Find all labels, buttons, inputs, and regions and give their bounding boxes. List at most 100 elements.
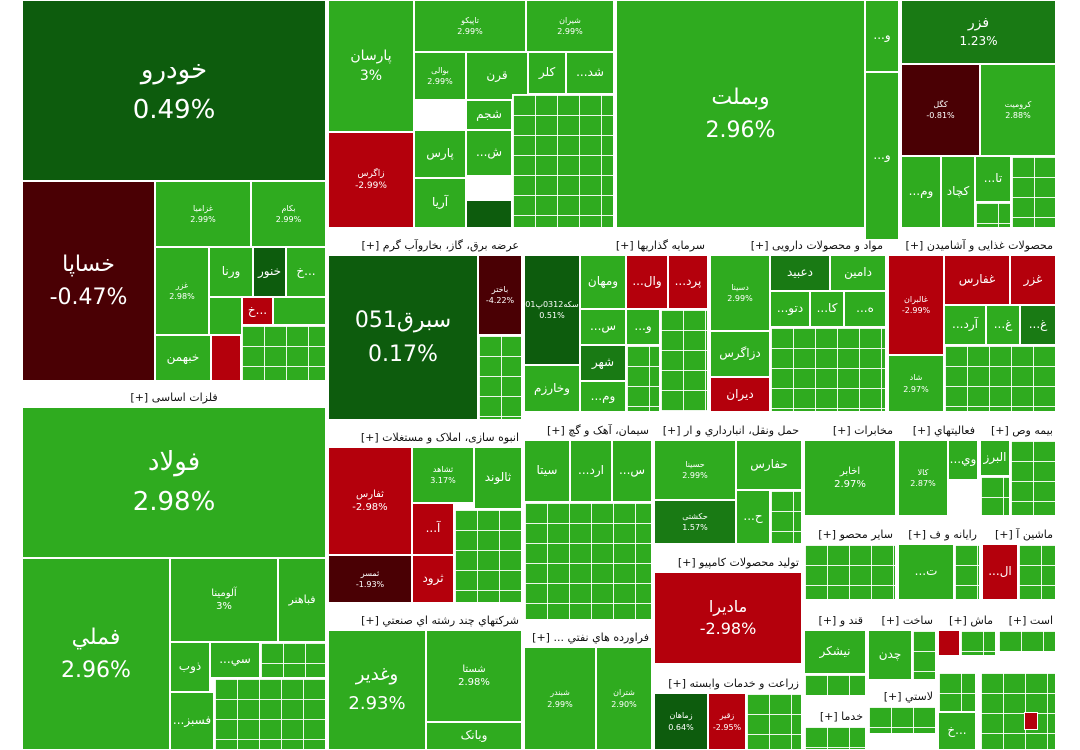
tile-shiran[interactable]: شیران 2.99% bbox=[526, 0, 614, 52]
tile-qarn[interactable]: قرن bbox=[466, 52, 528, 100]
sector-header-power[interactable]: عرضه برق، گاز، بخاروآب گرم [+] bbox=[328, 239, 522, 253]
tile-tapiko[interactable]: تاپیکو 2.99% bbox=[414, 0, 526, 52]
tile-khodro[interactable]: خودرو 0.49% bbox=[22, 0, 326, 181]
sector-header-khadama[interactable]: خدما [+] bbox=[804, 710, 866, 724]
tile-kh-small[interactable]: خ... bbox=[938, 712, 976, 750]
tile-khnor[interactable]: خنور bbox=[253, 247, 286, 297]
tile-cluster[interactable] bbox=[960, 630, 996, 656]
tile-diran[interactable]: دیران bbox=[710, 377, 770, 412]
tile-zagros[interactable]: زاگرس -2.99% bbox=[328, 132, 414, 228]
tile-cluster[interactable] bbox=[241, 325, 326, 381]
sector-header-metals[interactable]: فلزات اساسی [+] bbox=[22, 391, 326, 405]
sector-header-ast[interactable]: است [+] bbox=[998, 614, 1056, 628]
tile-dabid[interactable]: دعبید bbox=[770, 255, 830, 291]
tile-cluster[interactable] bbox=[980, 672, 1056, 750]
tile-ghefars[interactable]: غفارس bbox=[944, 255, 1010, 305]
sector-header-transport[interactable]: حمل ونقل، انبارداري و ار [+] bbox=[654, 424, 802, 438]
sector-header-sugar[interactable]: قند و [+] bbox=[804, 614, 866, 628]
tile-h2[interactable]: ...ح bbox=[736, 490, 770, 544]
sector-header-insurance[interactable]: بیمه وص [+] bbox=[980, 424, 1056, 438]
tile-sekeh[interactable]: سکه0312پ01 0.51% bbox=[524, 255, 580, 365]
tile-small[interactable] bbox=[466, 200, 512, 228]
tile-vom2[interactable]: ...وم bbox=[580, 381, 626, 412]
tile-cluster[interactable] bbox=[804, 544, 896, 600]
tile-cluster[interactable] bbox=[770, 490, 802, 544]
tile-sebargh[interactable]: سبرق051 0.17% bbox=[328, 255, 478, 420]
tile-cluster[interactable] bbox=[998, 630, 1056, 652]
tile-veghadir[interactable]: وغدير 2.93% bbox=[328, 630, 426, 750]
tile-cluster[interactable] bbox=[626, 345, 660, 412]
tile-zob[interactable]: ذوب bbox=[170, 642, 210, 692]
tile-ta[interactable]: ...تا bbox=[975, 156, 1011, 202]
tile-pars[interactable]: پارس bbox=[414, 130, 466, 178]
tile-kh1[interactable]: خ... bbox=[286, 247, 326, 297]
tile-chadan[interactable]: چدن bbox=[868, 630, 912, 680]
tile-fasbaz[interactable]: ...فسبز bbox=[170, 692, 214, 750]
sector-header-cement[interactable]: سیمان، آهک و گچ [+] bbox=[524, 424, 652, 438]
tile-shiran2[interactable]: شتران 2.90% bbox=[596, 647, 652, 750]
sector-header-mash[interactable]: ماش [+] bbox=[938, 614, 996, 628]
tile-shesta[interactable]: شستا 2.98% bbox=[426, 630, 522, 722]
tile-v3[interactable]: ...و bbox=[626, 309, 660, 345]
tile-sh[interactable]: ...ش bbox=[466, 130, 512, 176]
tile-thaland[interactable]: ثالوند bbox=[474, 447, 522, 509]
tile-cluster[interactable] bbox=[214, 678, 326, 750]
tile-akhaber[interactable]: اخابر 2.97% bbox=[804, 440, 896, 516]
sector-header-multi[interactable]: شرکتهاي چند رشته اي صنعتي [+] bbox=[328, 614, 522, 628]
tile-cluster[interactable] bbox=[770, 327, 886, 412]
tile-hafars[interactable]: حفارس bbox=[736, 440, 802, 490]
tile-khbahman[interactable]: خبهمن bbox=[155, 335, 211, 381]
tile-ghazamia[interactable]: غزامیا 2.99% bbox=[155, 181, 251, 247]
tile-ard2[interactable]: ...ارد bbox=[570, 440, 612, 502]
tile-sita[interactable]: سیتا bbox=[524, 440, 570, 502]
sector-header-rayane[interactable]: رایانه و ف [+] bbox=[898, 528, 980, 542]
tile-fuladh[interactable]: فولاد 2.98% bbox=[22, 407, 326, 558]
tile-kala[interactable]: کالا 2.87% bbox=[898, 440, 948, 516]
tile-alumina[interactable]: آلومینا 3% bbox=[170, 558, 278, 642]
tile-alborz[interactable]: البرز bbox=[980, 440, 1010, 476]
tile-kegol[interactable]: کگل -0.81% bbox=[901, 64, 980, 156]
tile-damin[interactable]: دامین bbox=[830, 255, 886, 291]
tile-shahr[interactable]: شهر bbox=[580, 345, 626, 381]
sector-header-refinery[interactable]: فراورده هاي نفتي ... [+] bbox=[524, 631, 652, 645]
tile-cluster[interactable] bbox=[660, 309, 708, 412]
tile-h[interactable]: ...ه bbox=[844, 291, 886, 327]
tile-dato[interactable]: ...دتو bbox=[770, 291, 810, 327]
tile-cluster[interactable] bbox=[912, 630, 936, 680]
sector-header-telecom[interactable]: مخابرات [+] bbox=[804, 424, 896, 438]
tile-fabahnar[interactable]: فباهنر bbox=[278, 558, 326, 642]
tile-vom[interactable]: ...وم bbox=[901, 156, 941, 228]
tile-cluster[interactable] bbox=[938, 672, 976, 712]
tile-cluster[interactable] bbox=[1011, 156, 1056, 228]
tile-ka[interactable]: ...کا bbox=[810, 291, 844, 327]
tile-v1[interactable]: ...و bbox=[865, 0, 899, 72]
tile-shad[interactable]: ...شد bbox=[566, 52, 614, 94]
tile-small[interactable] bbox=[938, 630, 960, 656]
sector-header-machinery[interactable]: ماشین آ [+] bbox=[982, 528, 1056, 542]
sector-header-activities[interactable]: فعالیتهاي [+] bbox=[898, 424, 978, 438]
tile-kechad[interactable]: کچاد bbox=[941, 156, 975, 228]
tile-vebank[interactable]: وبانک bbox=[426, 722, 522, 750]
tile-hesina[interactable]: حسینا 2.99% bbox=[654, 440, 736, 500]
tile-cluster[interactable] bbox=[980, 476, 1010, 516]
tile-ghazar2[interactable]: غزر bbox=[1010, 255, 1056, 305]
tile-khsapa[interactable]: خساپا -0.47% bbox=[22, 181, 155, 381]
tile-kromit[interactable]: کرومیت 2.88% bbox=[980, 64, 1056, 156]
sector-header-plastic[interactable]: لاستي [+] bbox=[868, 690, 936, 704]
tile-al[interactable]: ...ال bbox=[982, 544, 1018, 600]
tile-vekharazm[interactable]: وخارزم bbox=[524, 365, 580, 412]
tile-small[interactable] bbox=[273, 297, 326, 325]
sector-header-build[interactable]: ساخت [+] bbox=[868, 614, 936, 628]
tile-vamehan[interactable]: ومهان bbox=[580, 255, 626, 309]
tile-kh2[interactable]: خ... bbox=[242, 297, 273, 325]
tile-small[interactable] bbox=[211, 335, 241, 381]
tile-pard[interactable]: ...پرد bbox=[668, 255, 708, 309]
tile-thorud[interactable]: ثرود bbox=[412, 555, 454, 603]
tile-thshahr[interactable]: ثشاهد 3.17% bbox=[412, 447, 474, 503]
tile-bavali[interactable]: بوالی 2.99% bbox=[414, 52, 466, 100]
tile-bakhtar[interactable]: باختر -4.22% bbox=[478, 255, 522, 335]
tile-v2[interactable]: ...و bbox=[865, 72, 899, 240]
tile-vi[interactable]: ...وي bbox=[948, 440, 978, 480]
tile-dazagros[interactable]: دزاگرس bbox=[710, 331, 770, 377]
tile-cluster[interactable] bbox=[454, 509, 522, 603]
